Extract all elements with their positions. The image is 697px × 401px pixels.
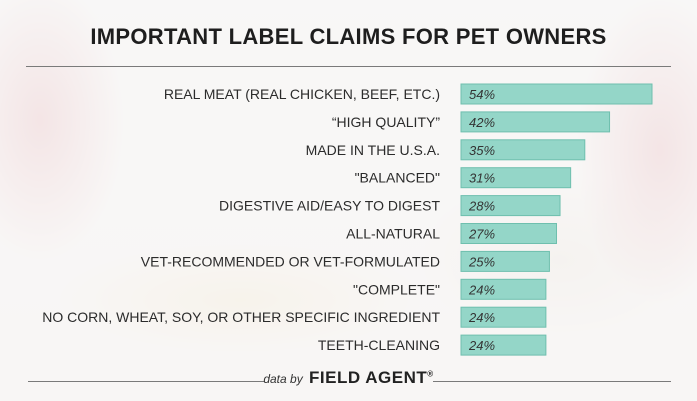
category-label: “HIGH QUALITY” (332, 114, 440, 130)
footer-divider-right (433, 381, 671, 382)
footer-prefix: data by (263, 372, 303, 386)
category-label: MADE IN THE U.S.A. (306, 142, 440, 158)
footer-credit: data by FIELD AGENT® (0, 368, 697, 388)
registered-mark: ® (427, 369, 434, 379)
bar (460, 306, 547, 328)
bar (460, 250, 550, 272)
value-label: 31% (469, 171, 495, 186)
field-agent-logo: FIELD AGENT® (309, 368, 434, 387)
title-divider (26, 66, 671, 67)
category-label: TEETH-CLEANING (318, 337, 440, 353)
value-label: 35% (469, 143, 495, 158)
category-label: NO CORN, WHEAT, SOY, OR OTHER SPECIFIC I… (42, 309, 440, 325)
bar (460, 139, 586, 161)
bar (460, 334, 547, 356)
value-label: 24% (468, 310, 495, 325)
category-label: REAL MEAT (REAL CHICKEN, BEEF, ETC.) (164, 86, 440, 102)
bar (460, 111, 611, 133)
category-label: DIGESTIVE AID/EASY TO DIGEST (219, 198, 440, 214)
bar (460, 167, 572, 189)
value-label: 24% (468, 282, 495, 297)
chart-title: IMPORTANT LABEL CLAIMS FOR PET OWNERS (90, 24, 607, 49)
bar (460, 223, 557, 244)
category-label: VET-RECOMMENDED OR VET-FORMULATED (141, 253, 440, 269)
bar (460, 83, 653, 105)
footer-divider-left (28, 381, 264, 382)
value-label: 28% (468, 199, 495, 214)
category-label: ALL-NATURAL (346, 226, 440, 242)
value-label: 24% (468, 338, 495, 353)
value-label: 42% (469, 115, 495, 130)
footer-brand: FIELD AGENT (309, 368, 428, 387)
bar (460, 278, 547, 300)
bar (460, 195, 561, 217)
category-label: "BALANCED" (355, 170, 440, 186)
category-label: "COMPLETE" (353, 281, 440, 297)
value-label: 54% (469, 87, 495, 102)
value-label: 27% (468, 227, 495, 242)
value-label: 25% (468, 254, 495, 269)
